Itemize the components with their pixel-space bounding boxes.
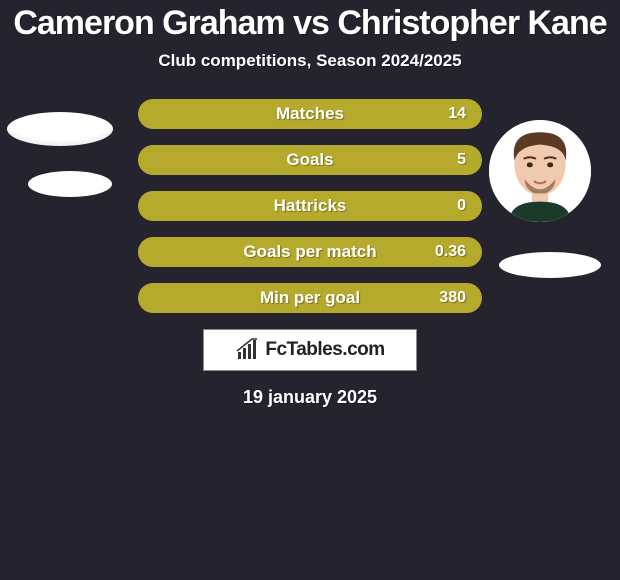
stat-bar-label: Goals [286,150,333,170]
stat-bar-value: 14 [448,105,466,123]
logo-box: FcTables.com [203,329,417,371]
player-left-avatar [7,112,113,146]
player-right-shadow [499,252,601,278]
stat-bar: Goals 5 [138,145,482,175]
subtitle: Club competitions, Season 2024/2025 [0,51,620,71]
date-line: 19 january 2025 [0,387,620,408]
logo-text: FcTables.com [265,339,384,361]
stat-bar-value: 5 [457,151,466,169]
stat-bar-label: Min per goal [260,288,360,308]
logo-chart-icon [235,338,259,362]
stat-bar-value: 380 [439,289,466,307]
stat-bar: Min per goal 380 [138,283,482,313]
stat-bar-label: Goals per match [243,242,376,262]
stat-bar-label: Hattricks [274,196,347,216]
player-right-avatar [489,120,591,222]
player-left-shadow [28,171,112,197]
stat-bars: Matches 14 Goals 5 Hattricks 0 Goals per match… [138,99,482,313]
stat-bar-label: Matches [276,104,344,124]
player-right-face-icon [489,120,591,222]
stat-bar-value: 0.36 [435,243,466,261]
page-title: Cameron Graham vs Christopher Kane [0,0,620,43]
stat-bar: Hattricks 0 [138,191,482,221]
stat-bar: Goals per match 0.36 [138,237,482,267]
stat-bar: Matches 14 [138,99,482,129]
chart-area: Matches 14 Goals 5 Hattricks 0 Goals per match… [0,99,620,313]
stat-bar-value: 0 [457,197,466,215]
